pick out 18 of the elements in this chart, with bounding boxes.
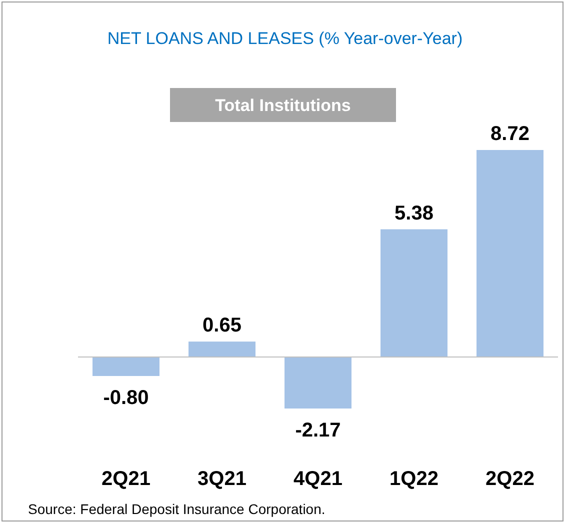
- x-tick-label: 1Q22: [390, 468, 438, 490]
- bar: [284, 357, 352, 409]
- chart-title: NET LOANS AND LEASES (% Year-over-Year): [107, 29, 463, 48]
- data-label: -2.17: [295, 420, 341, 442]
- x-tick-label: 2Q21: [102, 468, 150, 490]
- data-label: 8.72: [490, 122, 530, 145]
- bar: [476, 150, 544, 357]
- bar: [188, 342, 256, 357]
- x-tick-label: 3Q21: [198, 468, 246, 490]
- x-tick-label: 4Q21: [294, 468, 342, 490]
- data-label: 5.38: [394, 202, 434, 224]
- data-label: -0.80: [103, 386, 149, 409]
- data-label: 0.65: [202, 314, 242, 337]
- source-note: Source: Federal Deposit Insurance Corporation.: [28, 501, 326, 517]
- bar: [92, 357, 160, 376]
- bar: [380, 229, 448, 357]
- chart-subtitle: Total Institutions: [215, 96, 351, 115]
- x-tick-label: 2Q22: [486, 468, 534, 490]
